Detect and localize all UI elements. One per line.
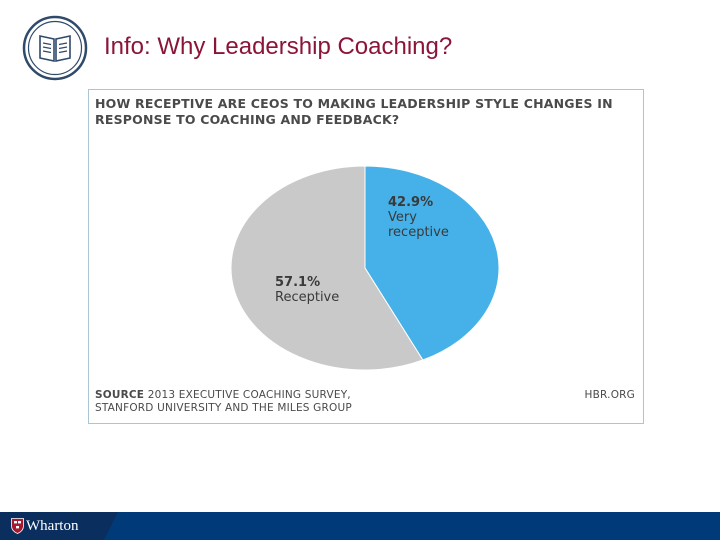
chart-source: SOURCE 2013 EXECUTIVE COACHING SURVEY, S… bbox=[95, 389, 352, 415]
source-label: SOURCE bbox=[95, 389, 145, 401]
slice-category-label: receptive bbox=[388, 225, 449, 240]
slide-title: Info: Why Leadership Coaching? bbox=[104, 33, 453, 60]
book-icon bbox=[22, 15, 88, 81]
shield-icon bbox=[11, 518, 24, 534]
slice-value-label: 57.1% bbox=[275, 275, 320, 290]
chart-frame: HOW RECEPTIVE ARE CEOS TO MAKING LEADERS… bbox=[88, 89, 644, 424]
slice-category-label: Receptive bbox=[275, 290, 339, 305]
source-line1: 2013 EXECUTIVE COACHING SURVEY, bbox=[147, 389, 351, 401]
footer-logo-area: Wharton bbox=[0, 512, 118, 540]
footer-bar: Wharton bbox=[0, 512, 720, 540]
chart-title: HOW RECEPTIVE ARE CEOS TO MAKING LEADERS… bbox=[95, 96, 613, 127]
pie-slice bbox=[230, 165, 424, 371]
source-line2: STANFORD UNIVERSITY AND THE MILES GROUP bbox=[95, 402, 352, 414]
brand-name: Wharton bbox=[26, 518, 79, 534]
slice-value-label: 42.9% bbox=[388, 195, 433, 210]
source-site: HBR.ORG bbox=[584, 389, 635, 401]
pie-slice bbox=[364, 165, 500, 361]
slice-category-label: Very bbox=[388, 210, 417, 225]
